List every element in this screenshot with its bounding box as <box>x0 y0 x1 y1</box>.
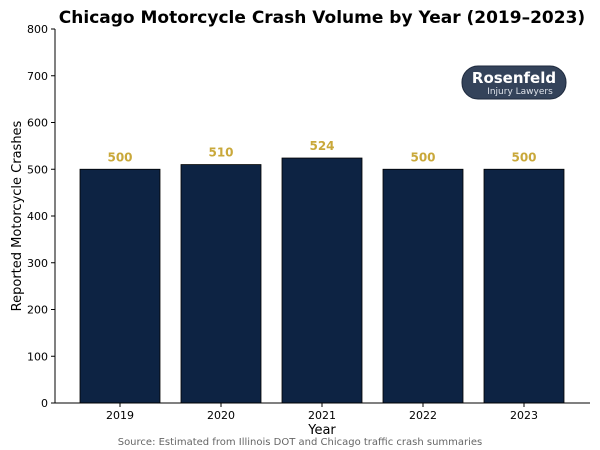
bar-2022 <box>382 168 464 404</box>
bar-2020 <box>180 164 262 404</box>
data-label-2019: 500 <box>107 150 132 164</box>
x-tick-label: 2022 <box>409 409 437 422</box>
chart-title: Chicago Motorcycle Crash Volume by Year … <box>59 8 585 28</box>
logo-badge <box>461 65 567 100</box>
logo: Rosenfeld Injury Lawyers <box>461 65 567 100</box>
y-tick-label: 400 <box>27 210 48 223</box>
logo-tagline: Injury Lawyers <box>487 87 553 97</box>
data-label-2022: 500 <box>410 150 435 164</box>
y-tick-label: 100 <box>27 350 48 363</box>
logo-name: Rosenfeld <box>472 69 556 87</box>
x-tick-label: 2019 <box>106 409 134 422</box>
y-tick-label: 800 <box>27 23 48 36</box>
bar-2019 <box>79 168 161 404</box>
data-label-2023: 500 <box>511 150 536 164</box>
bar-2023 <box>483 168 565 404</box>
x-tick-label: 2020 <box>207 409 235 422</box>
y-tick-label: 500 <box>27 163 48 176</box>
y-axis-label: Reported Motorcycle Crashes <box>10 120 25 311</box>
data-label-2021: 524 <box>309 139 334 153</box>
x-tick-label: 2021 <box>308 409 336 422</box>
y-tick-label: 600 <box>27 117 48 130</box>
x-tick-label: 2023 <box>510 409 538 422</box>
y-tick-label: 300 <box>27 257 48 270</box>
source-note: Source: Estimated from Illinois DOT and … <box>118 437 483 448</box>
y-tick-label: 700 <box>27 70 48 83</box>
x-axis-label: Year <box>307 423 336 438</box>
bar-2021 <box>281 157 363 404</box>
data-label-2020: 510 <box>208 146 233 160</box>
y-tick-label: 0 <box>41 397 48 410</box>
y-tick-label: 200 <box>27 304 48 317</box>
